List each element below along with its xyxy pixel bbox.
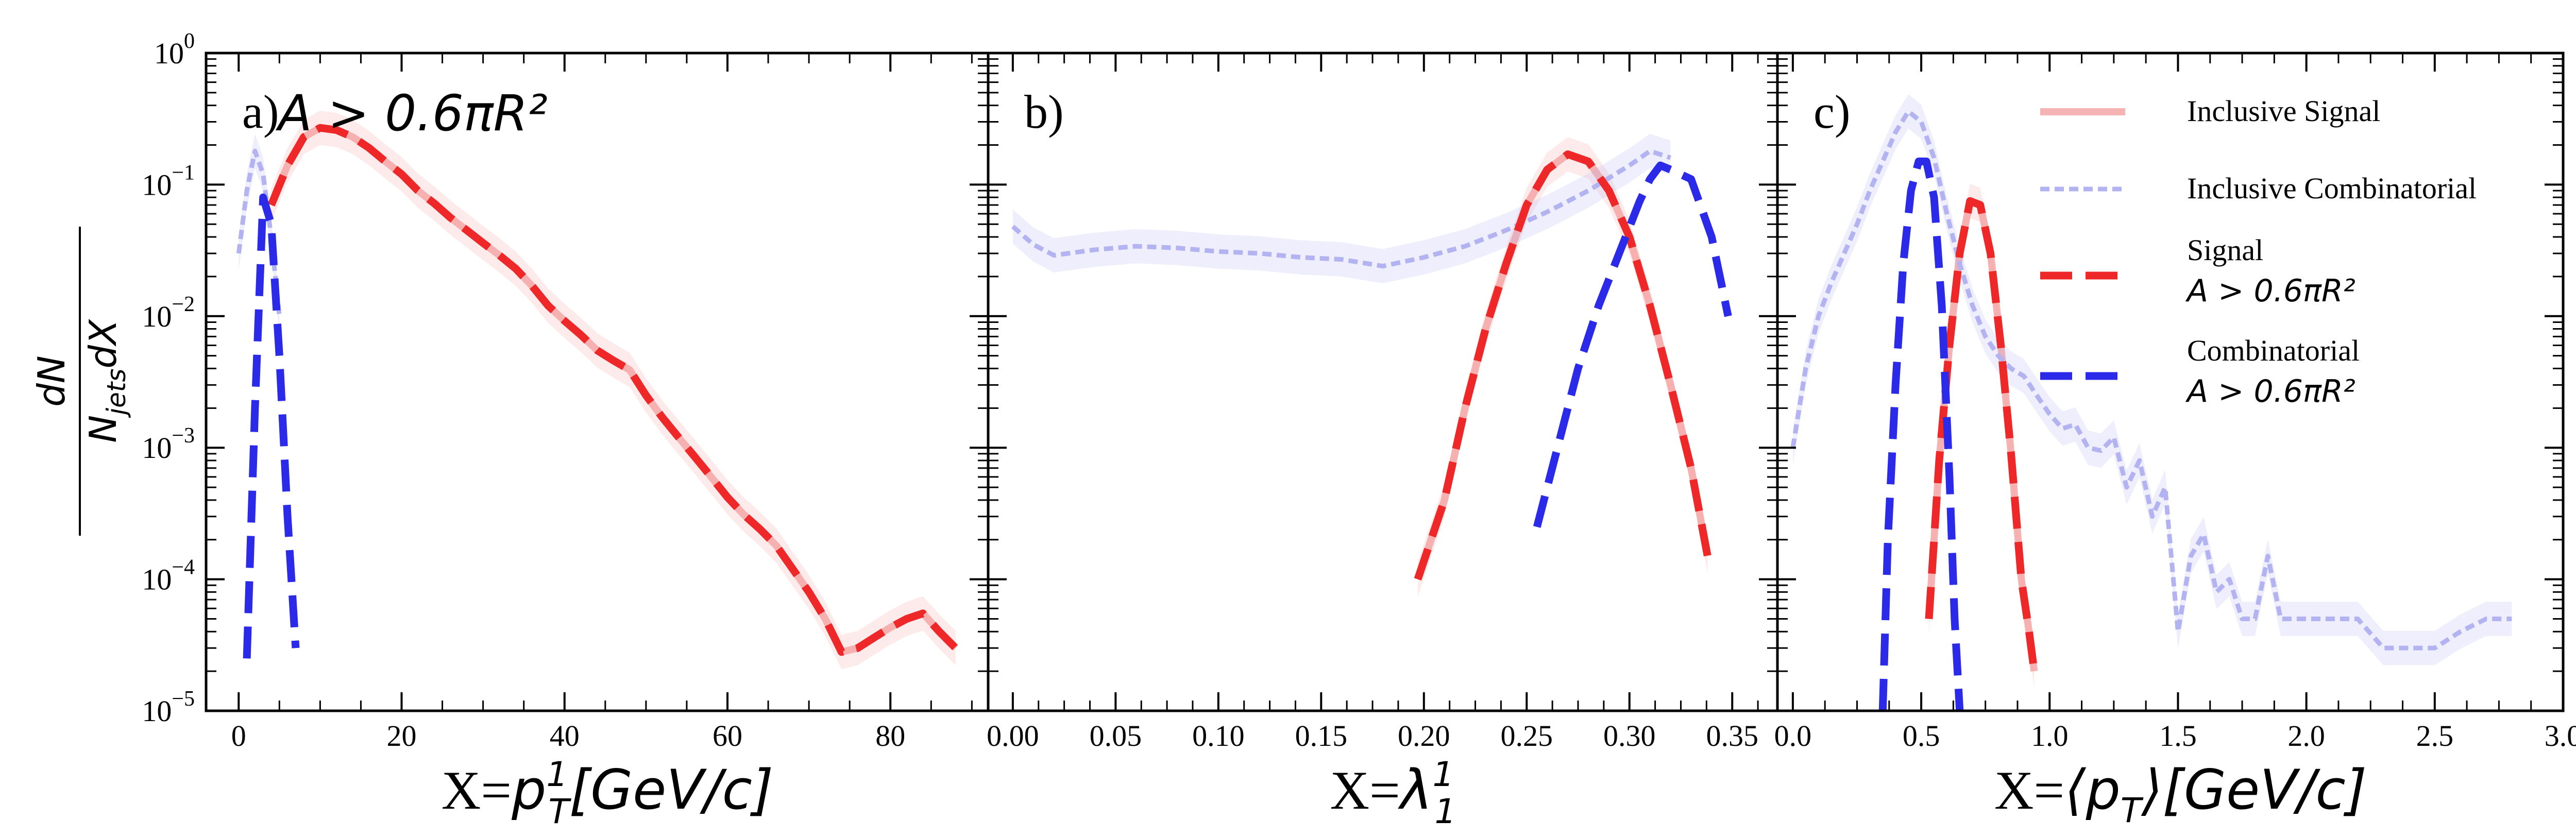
y-axis-label: dN NjetsdX: [30, 227, 131, 536]
x-tick-label: 0.05: [1090, 719, 1142, 753]
panel-label: b): [1024, 86, 1064, 138]
series-group: [1011, 133, 1732, 596]
series-line-comb: [1878, 157, 1964, 711]
ylabel-numerator: dN: [30, 355, 73, 407]
x-tick-label: 2.0: [2287, 719, 2325, 753]
legend-label: Combinatorial: [2187, 334, 2360, 367]
panel-label: c): [1814, 86, 1850, 138]
series-line-sig: [267, 124, 959, 656]
y-tick-label: 10−5: [142, 687, 195, 728]
legend-label: A > 0.6πR²: [2185, 373, 2355, 409]
axes-frame: [1776, 52, 2565, 712]
x-axis-label: X=p1 T[GeV/c]: [442, 755, 774, 831]
x-tick-label: 3.0: [2545, 719, 2576, 753]
x-tick-label: 1.5: [2159, 719, 2197, 753]
series-group: [236, 110, 959, 670]
series-line-inc_comb: [1011, 148, 1671, 269]
ylabel-denominator-n: N: [81, 415, 125, 443]
x-axis-label: X=⟨pT⟩[GeV/c]: [1994, 758, 2367, 830]
legend-label: Inclusive Signal: [2187, 94, 2380, 128]
panel-label: a): [242, 86, 279, 138]
y-tick-label: 10−1: [142, 161, 195, 201]
x-tick-label: 0: [231, 719, 246, 753]
x-tick-label: 0.0: [1774, 719, 1812, 753]
series-line-comb: [243, 193, 300, 659]
x-tick-label: 60: [713, 719, 742, 753]
legend: Inclusive Signal Inclusive Combinatorial S…: [2040, 94, 2477, 409]
x-tick-label: 2.5: [2416, 719, 2454, 753]
series-group: [1790, 94, 2512, 711]
y-tick-label: 10−2: [142, 293, 195, 333]
panel-annotation: A > 0.6πR²: [275, 84, 548, 142]
axes-frame: [205, 52, 990, 712]
y-tick-label: 10−4: [142, 556, 195, 596]
series-line-sig: [1925, 197, 2038, 672]
band-inc_sig: [271, 110, 956, 670]
x-tick-label: 80: [875, 719, 905, 753]
x-tick-label: 1.0: [2031, 719, 2069, 753]
legend-label: Signal: [2187, 233, 2263, 267]
x-tick-label: 0.10: [1192, 719, 1245, 753]
ylabel-suffix: dX: [81, 319, 125, 369]
x-tick-label: 0.35: [1706, 719, 1758, 753]
ylabel-denominator: NjetsdX: [81, 319, 131, 443]
series-line-inc_comb: [1790, 109, 2512, 651]
x-tick-label: 40: [550, 719, 580, 753]
x-tick-label: 0.20: [1398, 719, 1450, 753]
panel-b: 0.00 0.05 0.10 0.15 0.20 0.25 0.30 0.35 b) X=λ1 1: [987, 52, 1779, 831]
x-tick-label: 20: [387, 719, 417, 753]
y-tick-label: 100: [154, 29, 195, 70]
series-line-inc_sig: [268, 124, 958, 656]
x-tick-label: 0.25: [1501, 719, 1553, 753]
x-axis-label: X=λ1 1: [1330, 755, 1456, 831]
series-line-comb: [1533, 161, 1732, 528]
legend-label: Inclusive Combinatorial: [2187, 172, 2477, 205]
ylabel-subscript: jets: [101, 368, 131, 418]
x-tick-label: 0.00: [987, 719, 1039, 753]
x-tick-label: 0.5: [1903, 719, 1940, 753]
x-tick-label: 0.30: [1603, 719, 1656, 753]
legend-label: A > 0.6πR²: [2185, 273, 2355, 309]
x-tick-label: 0.15: [1295, 719, 1348, 753]
panel-c: 0.0 0.5 1.0 1.5 2.0 2.5 3.0 c) X=⟨pT⟩[GeV/c]: [1774, 52, 2576, 830]
band-inc_comb: [239, 133, 280, 334]
y-tick-label: 10−3: [142, 424, 195, 465]
panel-a: 100 10−1 10−2 10−3 10−4 10−5 0 20 40 60 80 a)A > 0.…: [142, 29, 990, 831]
series-line-sig: [1414, 150, 1711, 580]
